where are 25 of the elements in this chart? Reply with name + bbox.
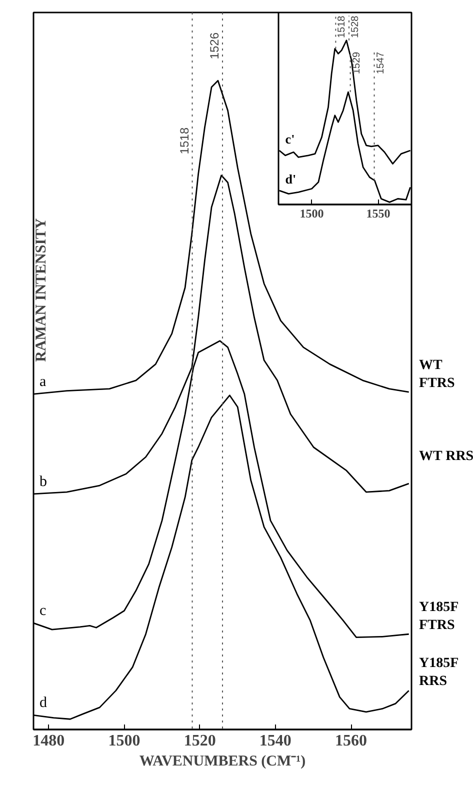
annotation: WT FTRS (419, 357, 456, 393)
annotation: WT RRS (419, 448, 473, 466)
series-label: c' (285, 132, 295, 147)
x-tick-label: 1480 (32, 732, 65, 750)
series-label: d (40, 695, 48, 712)
series-label: d' (285, 172, 296, 187)
annotation: 1529 (351, 51, 362, 74)
x-tick-label: 1500 (108, 732, 140, 750)
x-tick-label: 1500 (300, 206, 324, 220)
series-label: c (40, 603, 46, 620)
annotation: Y185F RRS (419, 655, 460, 691)
x-tick-label: 1550 (366, 206, 390, 220)
x-axis-title: WAVENUMBERS (CM⁻¹) (139, 754, 306, 770)
annotation: 1518 (336, 15, 348, 38)
series-label: a (40, 374, 46, 390)
x-tick-label: 1540 (259, 732, 292, 750)
x-tick-label: 1520 (184, 732, 216, 750)
annotation: 1547 (375, 51, 386, 74)
annotation: Y185F FTRS (419, 599, 460, 635)
y-axis-title: RAMAN INTENSITY (34, 218, 50, 362)
series-label: b (40, 474, 47, 490)
ref-line-label: 1518 (177, 127, 192, 154)
ref-line-label: 1526 (208, 32, 222, 60)
x-tick-label: 1560 (335, 732, 368, 750)
annotation: 1528 (350, 15, 361, 38)
